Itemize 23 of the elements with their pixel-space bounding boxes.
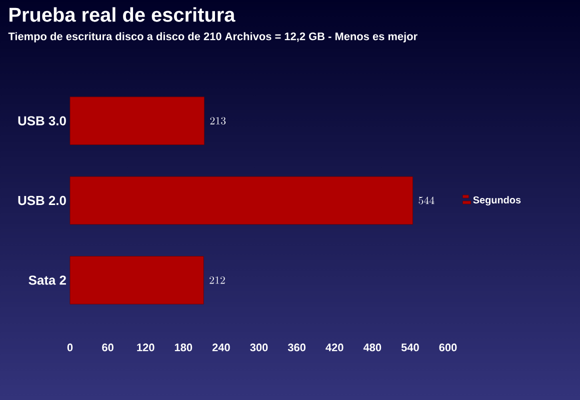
bar — [70, 96, 204, 145]
x-tick-label: 0 — [67, 344, 73, 352]
x-tick-label: 300 — [250, 344, 268, 352]
x-tick-label: 240 — [212, 344, 230, 352]
chart-subtitle: Tiempo de escritura disco a disco de 210 Archivos = 12,2 GB - Menos es mejor — [8, 32, 418, 42]
x-tick-label: 120 — [137, 344, 154, 352]
bar — [70, 176, 413, 225]
bar — [70, 256, 204, 304]
data-label: 212 — [210, 276, 225, 284]
y-tick-label: USB 3.0 — [18, 116, 66, 126]
data-label: 544 — [418, 196, 434, 204]
y-tick-label: USB 2.0 — [18, 196, 66, 206]
y-tick-label: Sata 2 — [28, 276, 66, 285]
x-tick-label: 360 — [288, 344, 306, 352]
data-label: 213 — [210, 117, 226, 125]
x-tick-label: 540 — [401, 344, 419, 352]
x-tick-label: 180 — [174, 344, 192, 352]
chart-title: Prueba real de escritura — [10, 7, 236, 22]
x-tick-label: 480 — [363, 344, 382, 352]
legend-label: Segundos — [473, 196, 521, 206]
x-tick-label: 60 — [102, 344, 114, 352]
x-tick-label: 420 — [326, 344, 344, 352]
x-tick-label: 600 — [439, 344, 457, 352]
